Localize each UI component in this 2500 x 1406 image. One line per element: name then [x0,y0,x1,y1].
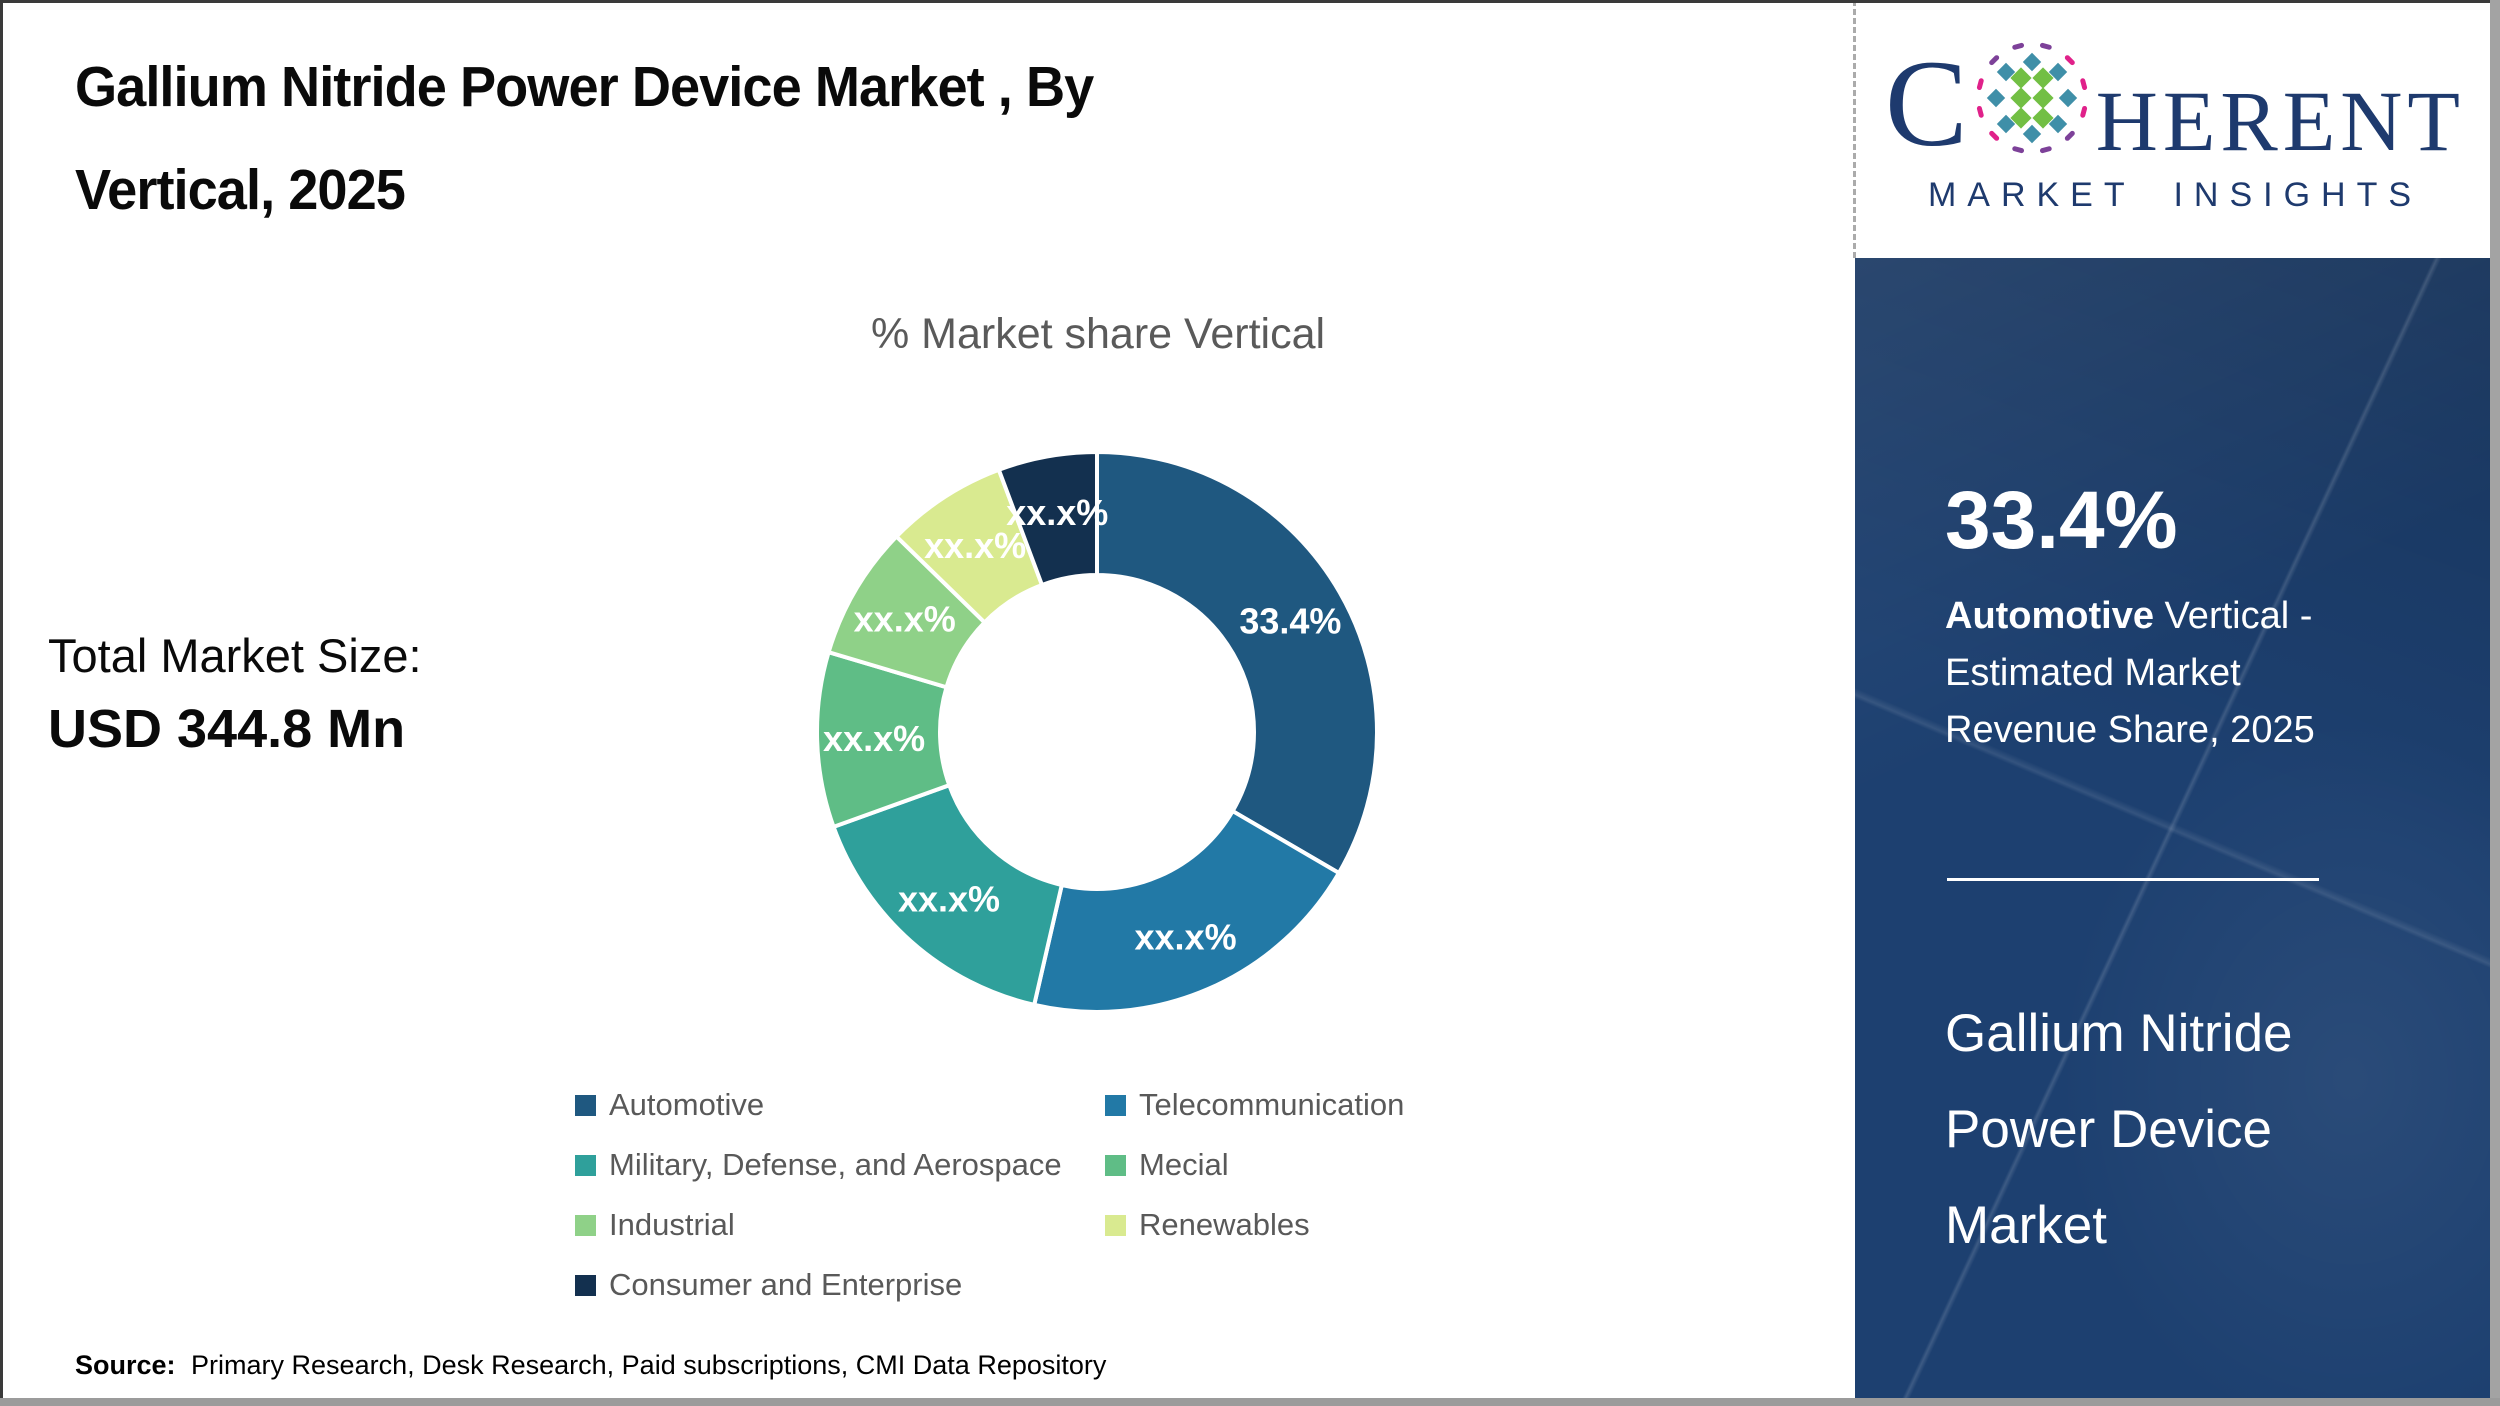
source-text: Primary Research, Desk Research, Paid su… [191,1350,1107,1380]
logo-globe-icon [1976,42,2087,154]
logo-wordmark: HERENT [2095,72,2465,169]
sidebar-stat-desc-bold: Automotive [1945,595,2154,637]
donut-label-industrial: xx.x% [854,599,956,640]
legend-swatch-icon [1105,1154,1126,1176]
legend-label: Renewables [1139,1207,1310,1242]
sidebar-map-texture [1855,258,2490,1398]
legend-item-automotive: Automotive [575,1087,1105,1123]
legend-item-renewables: Renewables [1105,1207,1545,1243]
donut-label-mecial: xx.x% [823,718,925,759]
donut-label-military-defense-and-aerospace: xx.x% [898,878,1000,919]
donut-segment-telecommunication [1031,808,1342,1014]
legend-label: Mecial [1139,1147,1229,1182]
legend-swatch-icon [575,1094,596,1116]
sidebar-stat-value: 33.4% [1945,475,2178,566]
donut-label-consumer-and-enterprise: xx.x% [1006,492,1108,533]
page-title-line2: Vertical, 2025 [75,158,406,222]
total-market-size-value: USD 344.8 Mn [48,699,406,759]
sidebar-stat-desc-line1: Automotive Vertical - [1945,588,2315,645]
sidebar-product-line3: Market [1945,1196,2107,1255]
legend-swatch-icon [575,1274,596,1296]
dashed-divider [1853,0,1856,258]
source-label: Source: [75,1350,176,1380]
frame-border-right [2490,0,2500,1406]
source-note: Source: Primary Research, Desk Research,… [75,1350,1106,1381]
logo-letter-c: C [1885,35,1968,172]
sidebar-panel: 33.4% Automotive Vertical - Estimated Ma… [1855,258,2490,1398]
frame-border-bottom [0,1398,2500,1406]
logo-globe-teal-ring [1986,52,2077,144]
legend-item-military-defense-and-aerospace: Military, Defense, and Aerospace [575,1147,1105,1183]
legend-label: Telecommunication [1139,1087,1405,1122]
donut-segment-military-defense-and-aerospace [830,782,1065,1008]
legend-item-mecial: Mecial [1105,1147,1545,1183]
legend-swatch-icon [575,1154,596,1176]
coherent-market-insights-logo: C [1880,34,2470,215]
legend-item-consumer-and-enterprise: Consumer and Enterprise [575,1267,1105,1303]
page-title-line1: Gallium Nitride Power Device Market , By [75,55,1094,119]
page-title: Gallium Nitride Power Device Market , By… [75,36,1690,242]
sidebar-stat-desc-line3: Revenue Share, 2025 [1945,709,2315,751]
legend-swatch-icon [575,1214,596,1236]
donut-segment-consumer-and-enterprise [996,449,1099,588]
donut-label-telecommunication: xx.x% [1135,916,1237,957]
donut-chart: 33.4%xx.x%xx.x%xx.x%xx.x%xx.x%xx.x% [815,449,1379,1014]
legend-swatch-icon [1105,1214,1126,1236]
logo-tagline: MARKET INSIGHTS [1927,176,2423,214]
sidebar-product-name: Gallium Nitride Power Device Market [1945,986,2293,1274]
chart-legend: Automotive Telecommunication Military, Def… [575,1075,1575,1315]
sidebar-stat-desc-line2: Estimated Market [1945,652,2241,694]
legend-swatch-icon [1105,1094,1126,1116]
frame-border-left [0,0,3,1406]
sidebar-product-line1: Gallium Nitride [1945,1004,2293,1063]
sidebar-stat-description: Automotive Vertical - Estimated Market R… [1945,588,2315,759]
legend-label: Industrial [609,1207,735,1242]
legend-item-industrial: Industrial [575,1207,1105,1243]
total-market-size-label: Total Market Size: [48,629,422,682]
frame-border-top [0,0,2500,3]
legend-label: Consumer and Enterprise [609,1267,963,1302]
legend-label: Automotive [609,1087,765,1122]
logo-globe-green-cluster [2010,67,2054,129]
sidebar-divider-rule [1947,878,2319,881]
donut-segment-automotive [1095,449,1379,876]
total-market-size-block: Total Market Size: USD 344.8 Mn [48,628,422,760]
donut-label-renewables: xx.x% [924,525,1026,566]
donut-label-automotive: 33.4% [1239,601,1341,642]
chart-title: % Market share Vertical [870,310,1326,358]
legend-label: Military, Defense, and Aerospace [609,1147,1062,1182]
sidebar-product-line2: Power Device [1945,1100,2272,1159]
legend-item-telecommunication: Telecommunication [1105,1087,1545,1123]
sidebar-stat-desc-line1-rest: Vertical - [2154,595,2313,637]
logo-globe-outer-ring [1976,42,2087,154]
